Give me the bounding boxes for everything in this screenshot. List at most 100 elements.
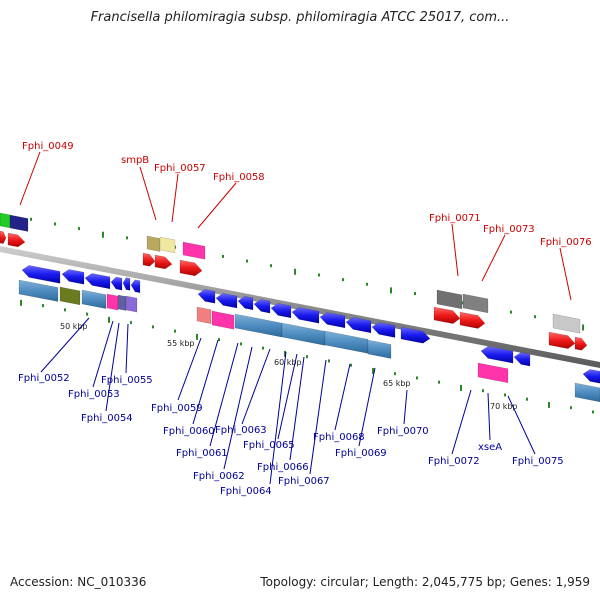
leader-line [289,356,305,461]
reverse-gene-labels: Fphi_0052 Fphi_0053 Fphi_0054 Fphi_0055 … [18,373,564,497]
gene-label[interactable]: Fphi_0063 [215,425,267,436]
gene-feature [7,232,26,248]
leader-line [19,151,41,206]
gene-feature [146,235,161,252]
gene-feature [179,259,203,277]
gene-label[interactable]: smpB [121,155,149,166]
gene-label[interactable]: xseA [478,442,502,453]
tick-mark [592,410,594,414]
gene-label[interactable]: Fphi_0057 [154,163,206,174]
gene-feature [234,313,283,338]
gene-label[interactable]: Fphi_0053 [68,389,120,400]
gene-label[interactable]: Fphi_0069 [335,448,387,459]
scale-label-55: 55 kbp [167,339,195,348]
tick-mark [130,321,132,325]
gene-feature [291,307,320,324]
tick-mark [42,304,44,308]
gene-feature [400,326,431,344]
tick-marks [20,217,594,414]
gene-label[interactable]: Fphi_0055 [101,375,153,386]
gene-feature [548,331,576,349]
leader-line [481,234,506,282]
tick-mark [30,217,32,221]
gene-label[interactable]: Fphi_0075 [512,456,564,467]
gene-feature [117,294,127,311]
gene-label[interactable]: Fphi_0068 [313,432,365,443]
gene-label[interactable]: Fphi_0065 [243,440,295,451]
gene-label[interactable]: Fphi_0064 [220,486,272,497]
gene-feature [436,289,463,310]
gene-feature [182,241,206,260]
gene-feature [237,296,254,311]
gene-label[interactable]: Fphi_0058 [213,172,265,183]
tick-mark [270,264,272,268]
tick-mark [582,324,584,331]
gene-feature [574,382,600,403]
tick-mark [54,222,56,226]
gene-feature [110,276,123,291]
gene-feature [477,362,509,384]
gene-label[interactable]: Fphi_0052 [18,373,70,384]
gene-label[interactable]: Fphi_0060 [163,426,215,437]
gene-feature [367,339,392,359]
scale-label-60: 60 kbp [274,358,302,367]
gene-label[interactable]: Fphi_0076 [540,237,592,248]
tick-mark [510,310,512,314]
gene-label[interactable]: Fphi_0067 [278,476,330,487]
gene-feature [211,310,235,330]
tick-mark [196,333,198,340]
gene-label[interactable]: Fphi_0061 [176,448,228,459]
scale-label-70: 70 kbp [490,402,518,411]
leader-line [177,337,202,401]
leader-line [277,353,298,440]
tick-mark [482,389,484,393]
backbone [0,246,600,368]
gene-feature [459,311,486,329]
leader-line [309,359,327,475]
gene-feature [122,277,131,291]
gene-feature [106,293,119,311]
gene-features [0,212,600,403]
gene-feature [462,293,489,314]
gene-feature [215,293,238,309]
map-title: Francisella philomiragia subsp. philomir… [90,10,510,25]
gene-label[interactable]: Fphi_0073 [483,224,535,235]
gene-feature [154,254,173,270]
gene-label[interactable]: Fphi_0062 [193,471,245,482]
tick-mark [78,227,80,231]
tick-mark [222,254,224,258]
tick-mark [342,278,344,282]
gene-label[interactable]: Fphi_0049 [22,141,74,152]
gene-feature [281,322,326,346]
leader-line [358,367,376,447]
tick-mark [126,236,128,240]
gene-feature [480,346,514,364]
scale-label-50: 50 kbp [60,322,88,331]
gene-label[interactable]: Fphi_0070 [377,426,429,437]
gene-feature [253,299,271,314]
gene-label[interactable]: Fphi_0066 [257,462,309,473]
tick-mark [372,367,374,374]
gene-label[interactable]: Fphi_0071 [429,213,481,224]
summary-text: Topology: circular; Length: 2,045,775 bp… [260,575,590,589]
gene-label[interactable]: Fphi_0059 [151,403,203,414]
gene-feature [84,273,111,290]
gene-label[interactable]: Fphi_0072 [428,456,480,467]
leader-line [40,317,90,373]
tick-mark [102,231,104,238]
gene-feature [130,279,141,294]
gene-label[interactable]: Fphi_0054 [81,413,133,424]
tick-mark [86,312,88,316]
leader-line [139,166,157,221]
tick-mark [20,299,22,306]
tick-mark [394,372,396,376]
tick-mark [548,401,550,408]
forward-gene-labels: Fphi_0049 smpB Fphi_0057 Fphi_0058 Fphi_… [22,141,592,248]
gene-feature [125,295,138,313]
tick-mark [570,406,572,410]
leader-line [487,392,491,441]
gene-feature [513,352,531,367]
tick-mark [306,355,308,359]
scale-labels: 50 kbp 55 kbp 60 kbp 65 kbp 70 kbp [60,322,518,411]
tick-mark [328,359,330,363]
